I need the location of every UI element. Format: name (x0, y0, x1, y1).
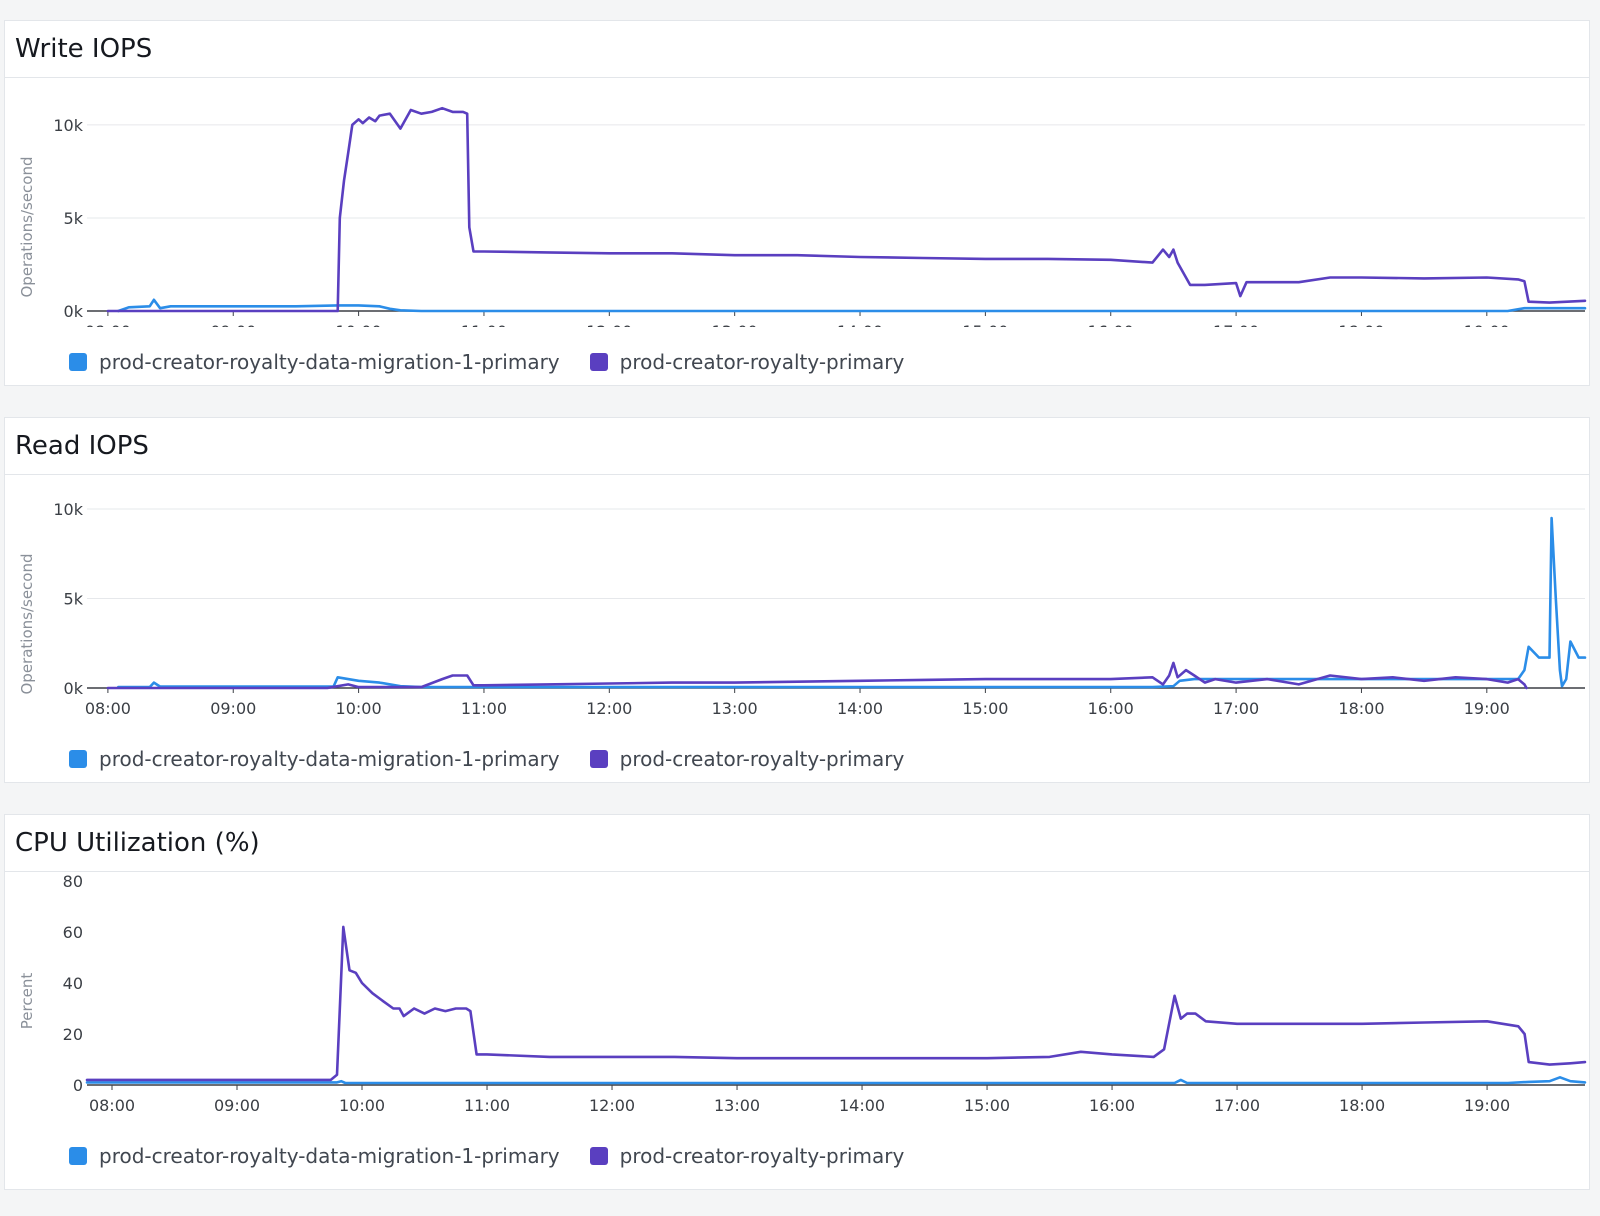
cpu-utilization-panel: CPU Utilization (%) 0 20 40 60 80 08:00 09:00 1… (4, 814, 1590, 1190)
y-tick-label: 60 (63, 923, 83, 942)
x-tick-label: 13:00 (714, 1096, 760, 1115)
legend-label: prod-creator-royalty-data-migration-1-pr… (99, 1144, 560, 1168)
x-tick-label: 14:00 (839, 1096, 885, 1115)
x-tick-label: 16:00 (1088, 699, 1134, 718)
series-swatch (69, 750, 87, 768)
series-line-primary[interactable] (106, 661, 1528, 690)
series-line-primary[interactable] (85, 925, 1587, 1082)
legend-label: prod-creator-royalty-primary (619, 1144, 905, 1168)
x-tick-label: 17:00 (1214, 1096, 1260, 1115)
legend-item-migration[interactable]: prod-creator-royalty-data-migration-1-pr… (69, 350, 560, 374)
x-tick-label: 19:00 (1464, 699, 1510, 718)
y-tick-label: 0k (64, 679, 84, 698)
x-tick-label: 11:00 (461, 322, 507, 327)
panel-title: Read IOPS (5, 418, 1589, 475)
series-line-migration[interactable] (85, 1076, 1587, 1085)
chart-legend: prod-creator-royalty-data-migration-1-pr… (69, 350, 934, 374)
x-tick-label: 14:00 (837, 699, 883, 718)
series-line-primary[interactable] (106, 106, 1587, 313)
x-tick-label: 15:00 (964, 1096, 1010, 1115)
panel-title: Write IOPS (5, 21, 1589, 78)
x-tick-label: 08:00 (85, 322, 131, 327)
legend-item-migration[interactable]: prod-creator-royalty-data-migration-1-pr… (69, 1144, 560, 1168)
x-tick-label: 08:00 (85, 699, 131, 718)
x-tick-label: 18:00 (1338, 322, 1384, 327)
series-swatch (69, 353, 87, 371)
x-tick-label: 09:00 (210, 699, 256, 718)
legend-item-primary[interactable]: prod-creator-royalty-primary (589, 350, 905, 374)
y-axis-label: Operations/second (18, 156, 36, 297)
x-tick-label: 08:00 (89, 1096, 135, 1115)
legend-item-migration[interactable]: prod-creator-royalty-data-migration-1-pr… (69, 747, 560, 771)
y-tick-label: 5k (64, 590, 84, 609)
series-line-migration[interactable] (117, 516, 1587, 689)
y-tick-label: 40 (63, 974, 83, 993)
x-tick-label: 10:00 (336, 699, 382, 718)
chart-legend: prod-creator-royalty-data-migration-1-pr… (69, 1144, 934, 1168)
x-tick-label: 12:00 (586, 322, 632, 327)
write-iops-panel: Write IOPS 0k 5k 10k 08:00 09:00 10:00 11:00 12… (4, 20, 1590, 386)
y-axis-label: Operations/second (18, 553, 36, 694)
y-tick-label: 0k (64, 302, 84, 321)
chart-legend: prod-creator-royalty-data-migration-1-pr… (69, 747, 934, 771)
series-swatch (69, 1147, 87, 1165)
legend-label: prod-creator-royalty-data-migration-1-pr… (99, 350, 560, 374)
y-tick-label: 5k (64, 209, 84, 228)
read-iops-panel: Read IOPS 0k 5k 10k 08:00 09:00 10:00 11:00 12:… (4, 417, 1590, 783)
y-tick-label: 10k (53, 116, 83, 135)
x-tick-label: 19:00 (1464, 1096, 1510, 1115)
legend-label: prod-creator-royalty-primary (619, 350, 905, 374)
x-tick-label: 17:00 (1213, 322, 1259, 327)
legend-label: prod-creator-royalty-primary (619, 747, 905, 771)
cpu-utilization-chart: 0 20 40 60 80 08:00 09:00 10:00 11:00 12:00 13:00 1… (18, 872, 1587, 1115)
y-axis-label: Percent (18, 973, 36, 1030)
x-tick-label: 13:00 (712, 699, 758, 718)
x-tick-label: 16:00 (1088, 322, 1134, 327)
x-tick-label: 11:00 (461, 699, 507, 718)
series-line-migration[interactable] (117, 298, 1587, 313)
x-tick-label: 10:00 (339, 1096, 385, 1115)
x-tick-label: 09:00 (210, 322, 256, 327)
x-tick-label: 12:00 (586, 699, 632, 718)
legend-item-primary[interactable]: prod-creator-royalty-primary (589, 747, 905, 771)
x-tick-label: 13:00 (712, 322, 758, 327)
legend-item-primary[interactable]: prod-creator-royalty-primary (589, 1144, 905, 1168)
x-tick-label: 14:00 (837, 322, 883, 327)
x-tick-label: 18:00 (1338, 699, 1384, 718)
legend-label: prod-creator-royalty-data-migration-1-pr… (99, 747, 560, 771)
y-tick-label: 80 (63, 872, 83, 891)
x-tick-label: 09:00 (214, 1096, 260, 1115)
x-tick-label: 15:00 (962, 699, 1008, 718)
x-tick-label: 10:00 (336, 322, 382, 327)
panel-title: CPU Utilization (%) (5, 815, 1589, 872)
x-tick-label: 19:00 (1464, 322, 1510, 327)
series-swatch (589, 1147, 608, 1165)
x-tick-label: 12:00 (589, 1096, 635, 1115)
x-tick-label: 15:00 (962, 322, 1008, 327)
x-tick-label: 17:00 (1213, 699, 1259, 718)
y-tick-label: 0 (73, 1076, 83, 1095)
x-tick-label: 16:00 (1089, 1096, 1135, 1115)
y-tick-label: 10k (53, 500, 83, 519)
write-iops-chart: 0k 5k 10k 08:00 09:00 10:00 11:00 12:00 13:00 14:… (18, 106, 1587, 327)
x-tick-label: 18:00 (1339, 1096, 1385, 1115)
series-swatch (589, 750, 608, 768)
read-iops-chart: 0k 5k 10k 08:00 09:00 10:00 11:00 12:00 13:00 14:… (18, 500, 1587, 718)
series-swatch (589, 353, 608, 371)
x-tick-label: 11:00 (464, 1096, 510, 1115)
y-tick-label: 20 (63, 1025, 83, 1044)
